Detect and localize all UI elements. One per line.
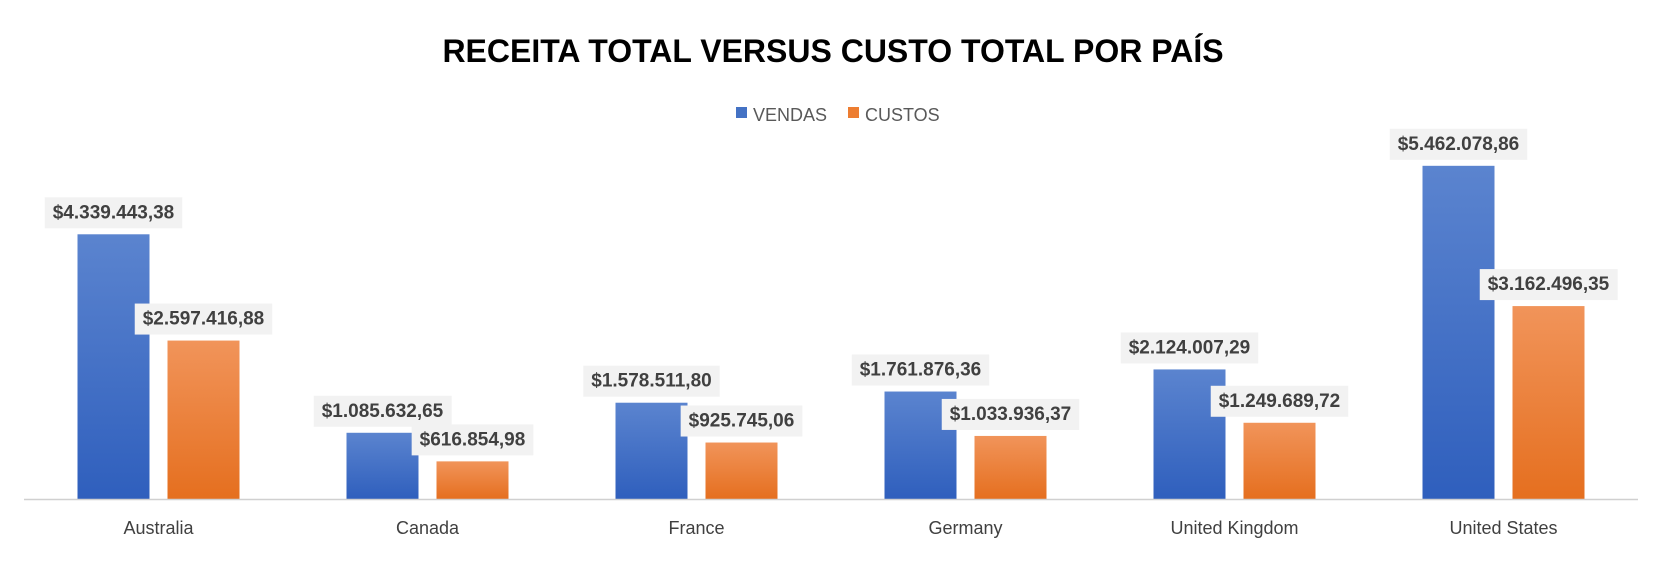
data-label-custos-canada: $616.854,98 [411,424,534,456]
data-label-vendas-united-kingdom: $2.124.007,29 [1120,332,1259,364]
legend-label-custos: CUSTOS [865,105,940,125]
data-label-custos-canada-box [411,424,534,456]
x-tick-label-united-states: United States [1449,518,1557,538]
x-tick-label-canada: Canada [396,518,460,538]
data-label-custos-germany: $1.033.936,37 [941,398,1080,430]
data-label-custos-canada-text: $616.854,98 [420,429,526,450]
data-label-vendas-united-states-box [1389,128,1528,160]
data-label-custos-united-kingdom-text: $1.249.689,72 [1219,391,1341,412]
chart-title: RECEITA TOTAL VERSUS CUSTO TOTAL POR PAÍ… [442,33,1223,69]
data-label-vendas-germany-box [851,354,990,386]
data-labels: $4.339.443,38 $2.597.416,88 $1.085.632,65 $… [44,128,1618,456]
x-tick-label-united-kingdom: United Kingdom [1170,518,1298,538]
bar-custos-france [705,442,778,499]
data-label-vendas-australia-box [44,197,183,229]
data-label-custos-united-kingdom-box [1210,385,1349,417]
data-label-vendas-germany: $1.761.876,36 [851,354,990,386]
x-tick-label-germany: Germany [928,518,1002,538]
data-label-custos-australia: $2.597.416,88 [134,303,273,335]
data-label-custos-united-states-box [1479,269,1618,301]
x-tick-labels: Australia Canada France Germany United Kingd… [123,518,1557,538]
bars [77,165,1585,500]
bar-vendas-france [615,402,688,499]
data-label-vendas-canada-text: $1.085.632,65 [322,401,444,422]
data-label-vendas-canada: $1.085.632,65 [313,395,452,427]
bar-custos-canada [436,461,509,499]
data-label-custos-united-states: $3.162.496,35 [1479,269,1618,301]
bar-custos-united-states [1512,306,1585,499]
x-tick-label-france: France [668,518,724,538]
bar-vendas-australia [77,234,150,500]
legend-swatch-vendas [736,107,747,118]
data-label-custos-united-kingdom: $1.249.689,72 [1210,385,1349,417]
data-label-custos-france: $925.745,06 [680,405,803,437]
data-label-vendas-united-kingdom-box [1120,332,1259,364]
data-label-vendas-france-text: $1.578.511,80 [591,371,711,392]
bar-custos-australia [167,340,240,499]
bar-vendas-united-states [1422,165,1495,500]
data-label-custos-australia-text: $2.597.416,88 [143,309,265,330]
data-label-vendas-germany-text: $1.761.876,36 [860,360,982,381]
data-label-vendas-france: $1.578.511,80 [583,365,720,397]
data-label-custos-germany-box [941,398,1080,430]
data-label-vendas-united-kingdom-text: $2.124.007,29 [1129,337,1251,358]
data-label-custos-france-box [680,405,803,437]
x-tick-label-australia: Australia [123,518,194,538]
bar-vendas-canada [346,432,419,499]
legend: VENDAS CUSTOS [736,105,940,125]
bar-custos-germany [974,435,1047,499]
data-label-vendas-united-states: $5.462.078,86 [1389,128,1528,160]
legend-label-vendas: VENDAS [753,105,827,125]
legend-swatch-custos [848,107,859,118]
data-label-vendas-australia-text: $4.339.443,38 [53,202,175,223]
bar-custos-united-kingdom [1243,422,1316,499]
data-label-custos-australia-box [134,303,273,335]
data-label-custos-united-states-text: $3.162.496,35 [1488,274,1610,295]
data-label-custos-france-text: $925.745,06 [689,411,795,432]
data-label-vendas-canada-box [313,395,452,427]
data-label-custos-germany-text: $1.033.936,37 [950,404,1072,425]
data-label-vendas-united-states-text: $5.462.078,86 [1398,134,1520,155]
data-label-vendas-france-box [583,365,720,397]
data-label-vendas-australia: $4.339.443,38 [44,197,183,229]
